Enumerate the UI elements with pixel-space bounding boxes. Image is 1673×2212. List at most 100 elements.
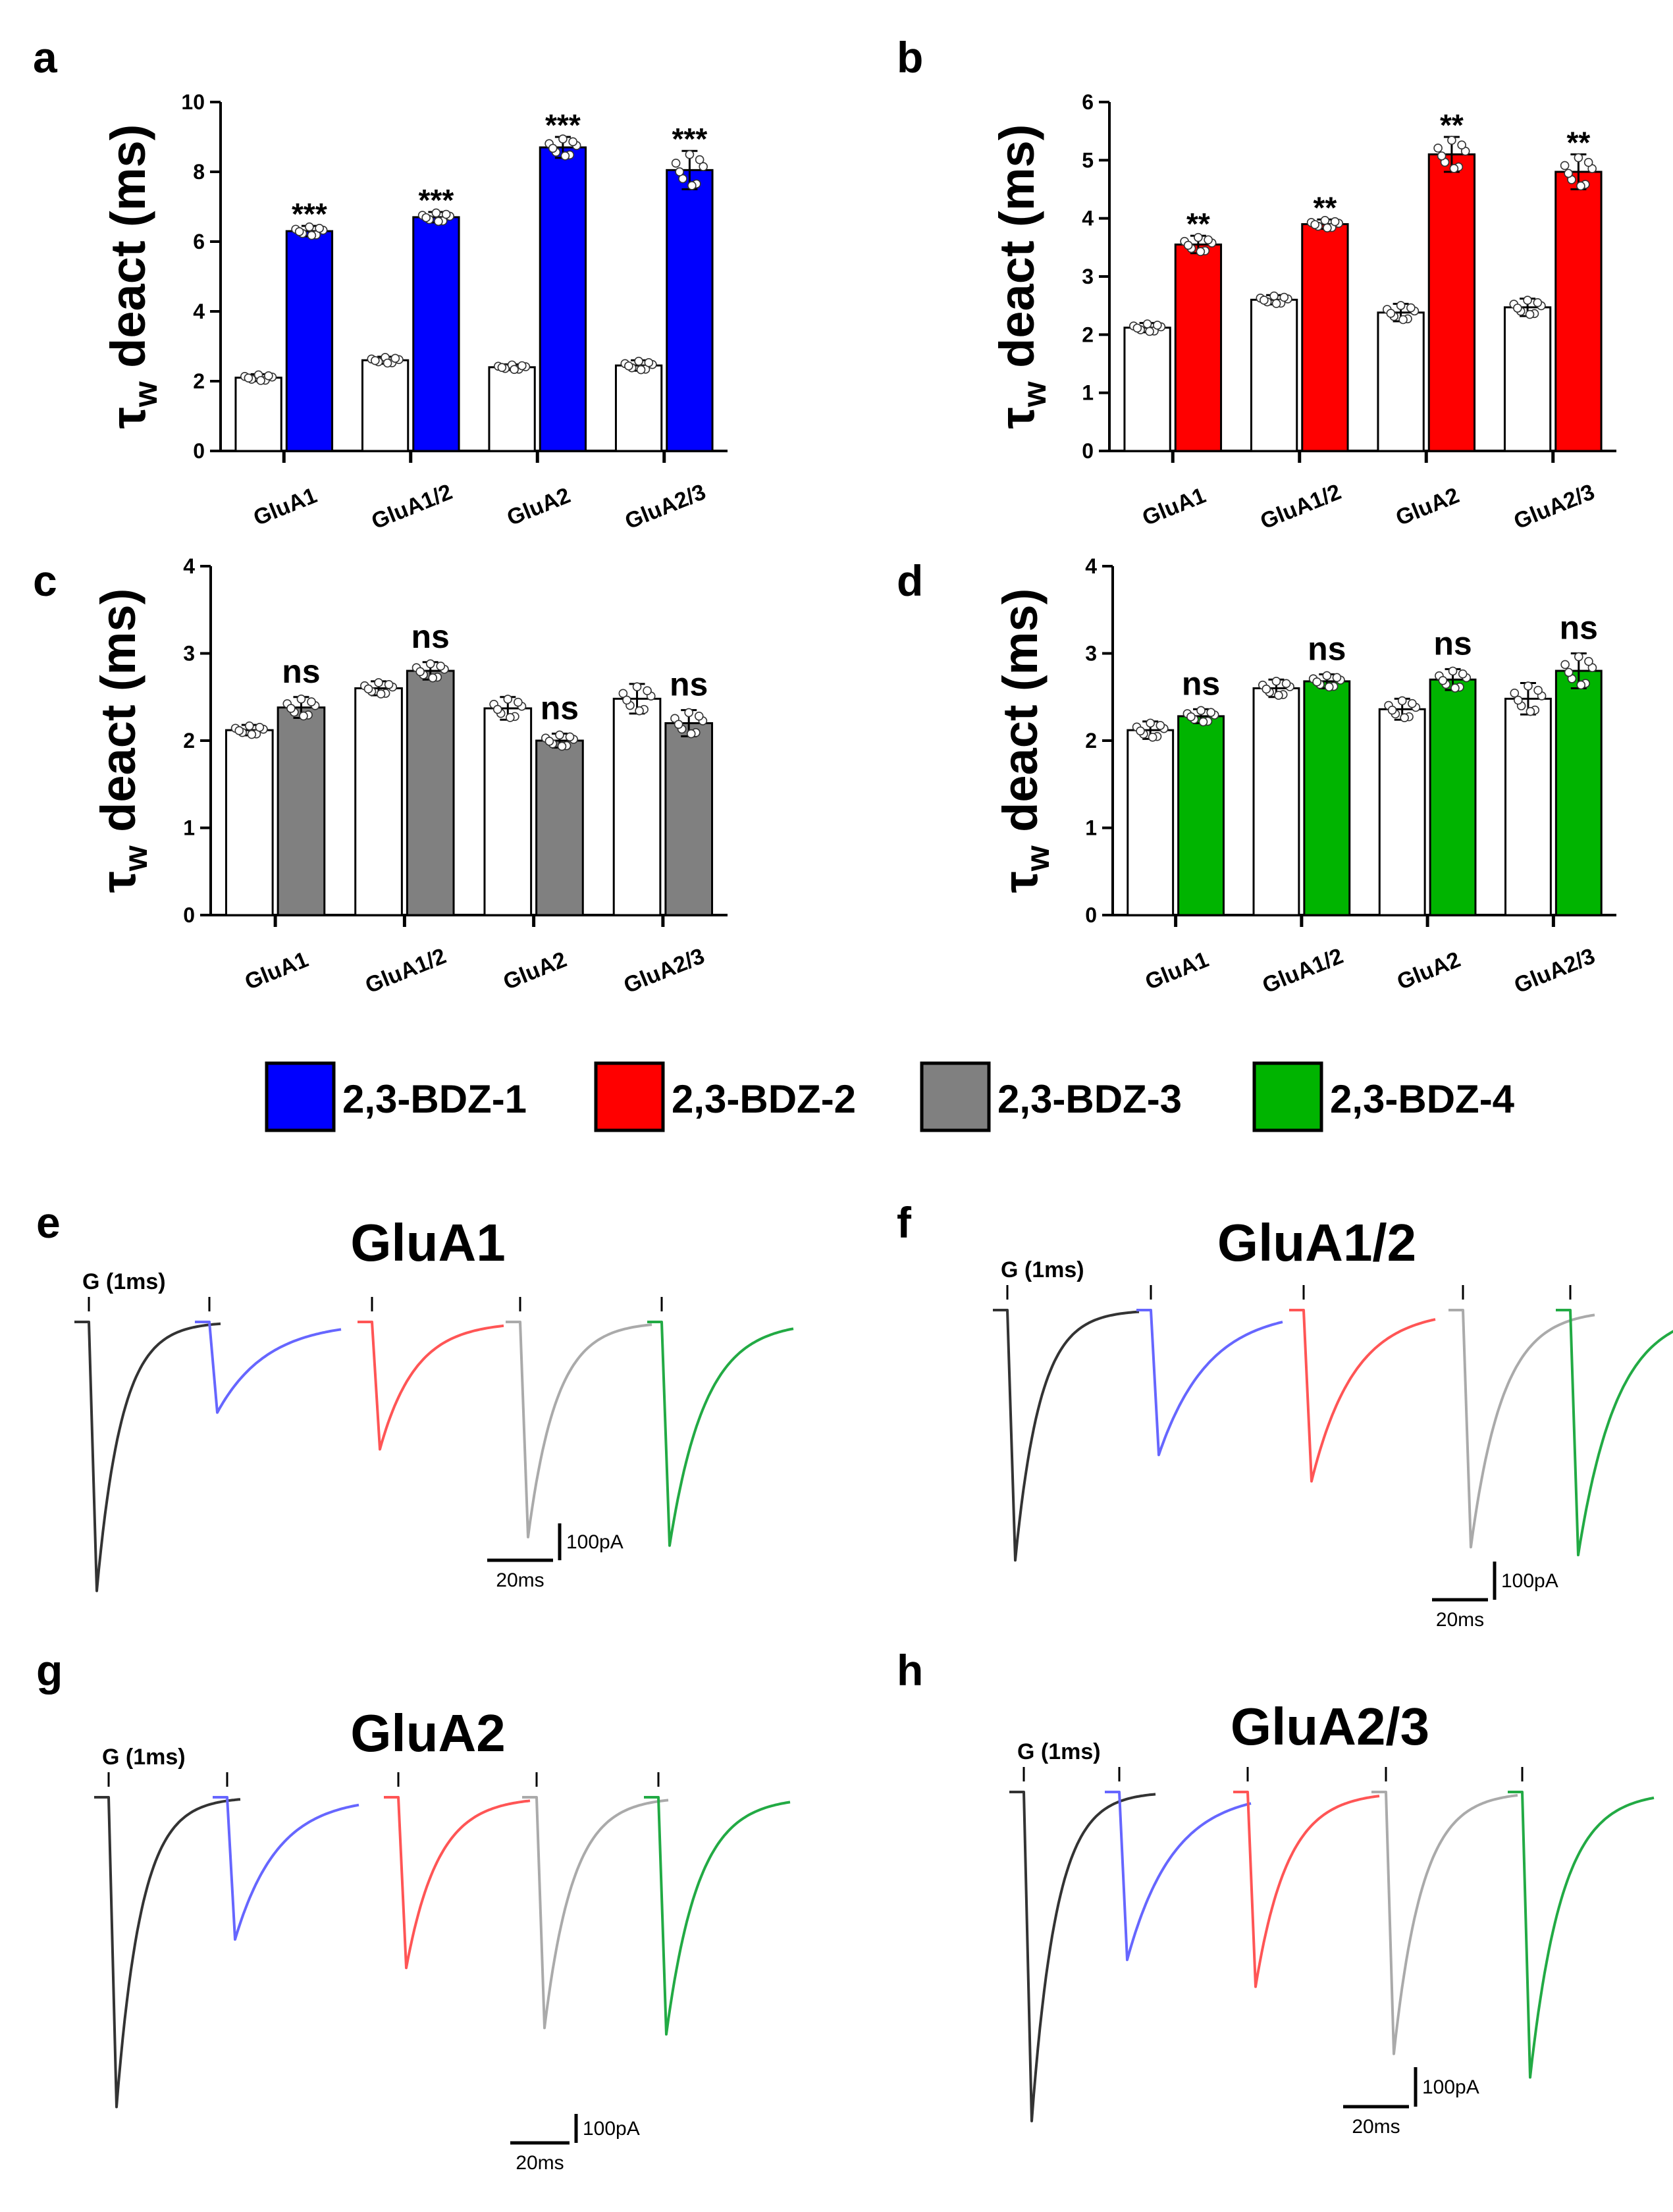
y-axis-title-rest: deact (ms)	[91, 589, 146, 846]
panel-label-h: h	[897, 1646, 923, 1695]
data-point	[622, 695, 631, 705]
bar-treatment	[1427, 153, 1476, 452]
y-tick-label: 0	[183, 903, 195, 927]
data-point	[1533, 685, 1543, 695]
significance-label: ***	[419, 183, 454, 217]
data-point	[1198, 717, 1208, 727]
data-point	[294, 227, 304, 236]
data-point	[434, 217, 443, 226]
data-point	[1406, 303, 1416, 313]
panel-label-f: f	[897, 1198, 912, 1247]
data-point	[1397, 696, 1407, 706]
current-trace	[1009, 1791, 1156, 2122]
data-point	[1525, 309, 1535, 319]
data-point	[686, 729, 696, 739]
data-point	[555, 730, 564, 740]
data-point	[1458, 669, 1468, 679]
data-point	[1312, 677, 1321, 687]
y-axis-title-rest: deact (ms)	[990, 124, 1044, 382]
data-point	[307, 697, 316, 706]
y-axis-subscript: w	[1016, 381, 1053, 408]
data-point	[1132, 323, 1142, 333]
bar-treatment	[666, 169, 714, 452]
y-axis-title: τw deact (ms)	[101, 124, 164, 429]
current-trace	[1508, 1791, 1655, 2079]
panel-label-e: e	[36, 1198, 61, 1247]
data-point	[383, 358, 392, 368]
data-point	[1564, 169, 1573, 178]
data-point	[296, 694, 306, 704]
y-axis-tau: τ	[101, 407, 155, 429]
panel-label-d: d	[897, 556, 923, 605]
data-point	[1437, 151, 1447, 161]
current-trace	[1371, 1791, 1518, 2055]
current-trace	[506, 1321, 652, 1539]
bar-chart-b: b τw deact (ms) 0 1 2 3 4 5 6 GluA1 ** GluA1/2 ** Glu…	[897, 33, 1616, 534]
x-tick-label: GluA2/3	[1511, 943, 1599, 998]
bar-control	[361, 359, 410, 452]
x-tick-label: GluA2	[1393, 947, 1464, 995]
data-point	[671, 159, 681, 168]
significance-label: ***	[672, 122, 708, 156]
current-trace	[195, 1321, 342, 1414]
legend-label: 2,3-BDZ-4	[1330, 1077, 1515, 1121]
data-point	[1269, 291, 1279, 301]
data-point	[1324, 682, 1334, 692]
trace-title: GluA2/3	[1231, 1697, 1429, 1756]
y-axis-title: τw deact (ms)	[990, 124, 1053, 429]
data-point	[1513, 303, 1522, 313]
legend-label: 2,3-BDZ-2	[672, 1077, 856, 1121]
data-point	[687, 181, 697, 190]
data-point	[644, 358, 654, 367]
data-point	[1279, 292, 1289, 302]
bar-control	[483, 707, 533, 916]
y-tick-label: 2	[1082, 323, 1094, 346]
data-point	[421, 213, 431, 223]
current-trace	[1448, 1309, 1595, 1548]
x-tick-label: GluA2/3	[1510, 479, 1598, 534]
data-point	[635, 706, 644, 716]
data-point	[1510, 689, 1520, 698]
x-tick-label: GluA2	[1393, 483, 1463, 531]
significance-label: ns	[1308, 630, 1346, 667]
data-point	[1146, 718, 1155, 728]
significance-label: **	[1313, 190, 1337, 224]
data-point	[558, 134, 568, 144]
data-point	[1450, 683, 1460, 693]
panel-label-a: a	[33, 33, 58, 82]
x-tick-label: GluA1/2	[1257, 479, 1344, 534]
x-tick-label: GluA1/2	[368, 479, 456, 534]
significance-label: ns	[1433, 625, 1472, 662]
significance-label: ns	[670, 666, 708, 703]
current-trace	[1289, 1309, 1436, 1483]
current-trace	[358, 1321, 504, 1451]
trace-panel-e: e GluA1 G (1ms) 100pA 20ms	[36, 1198, 794, 1593]
bar-treatment	[1301, 223, 1349, 452]
panel-label-g: g	[36, 1646, 63, 1695]
y-tick-label: 3	[1085, 642, 1097, 666]
bar-control	[1127, 729, 1175, 916]
data-point	[315, 224, 324, 233]
y-tick-label: 4	[193, 300, 205, 323]
bar-treatment	[277, 706, 326, 916]
data-point	[565, 732, 575, 742]
data-point	[699, 162, 708, 171]
data-point	[1576, 181, 1585, 191]
scale-label-current: 100pA	[583, 2118, 640, 2140]
data-point	[1204, 235, 1213, 245]
data-point	[1332, 673, 1342, 682]
data-point	[1155, 721, 1165, 730]
data-point	[1148, 733, 1157, 742]
bar-treatment	[1177, 715, 1225, 916]
bar-control	[1250, 298, 1298, 452]
data-point	[1186, 712, 1196, 722]
data-point	[1524, 681, 1533, 691]
data-point	[560, 151, 570, 161]
data-point	[363, 684, 373, 694]
bar-treatment	[535, 739, 584, 916]
data-point	[376, 689, 386, 698]
bar-treatment	[285, 230, 334, 452]
bar-treatment	[1554, 171, 1603, 452]
y-tick-label: 0	[1085, 903, 1097, 927]
